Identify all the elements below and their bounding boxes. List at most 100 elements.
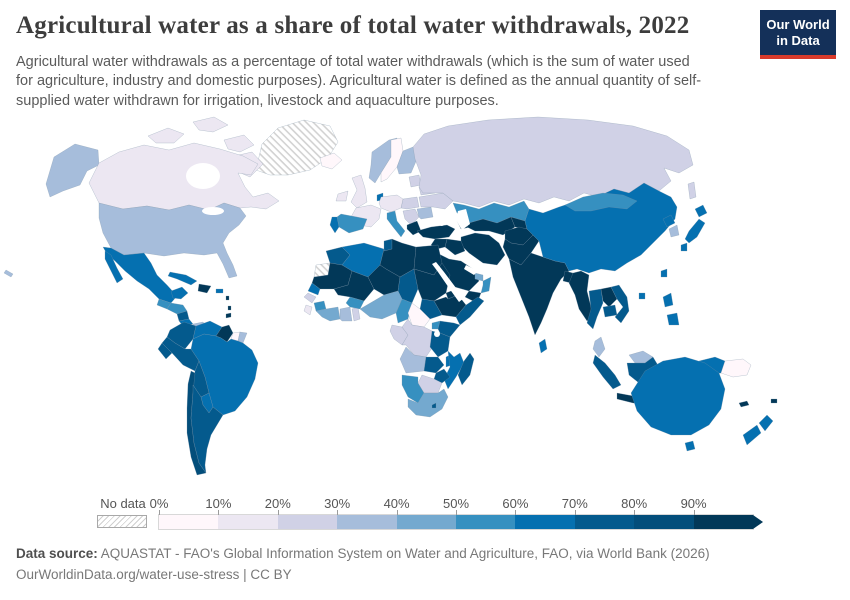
region-mongolia[interactable] [564, 192, 638, 212]
region-madagascar[interactable] [457, 352, 475, 386]
region-portugal[interactable] [329, 216, 340, 234]
region-canada[interactable] [147, 127, 185, 144]
region-italy[interactable] [386, 210, 406, 238]
legend-bin-90-100%[interactable] [693, 515, 753, 529]
region-taiwan[interactable] [660, 268, 668, 278]
region-united-kingdom[interactable] [350, 174, 368, 209]
region-hainan[interactable] [638, 292, 646, 300]
legend-tick-label-80%: 80% [621, 496, 648, 511]
legend-bin-40-50%[interactable] [396, 515, 456, 529]
region-japan[interactable] [694, 204, 708, 218]
legend-bin-80-90%[interactable] [634, 515, 694, 529]
legend-bin-0-10%[interactable] [159, 515, 219, 529]
legend-tick-mark [396, 510, 398, 515]
legend-bin-60-70%[interactable] [515, 515, 575, 529]
legend-bin-30-40%[interactable] [337, 515, 397, 529]
region-north-korea[interactable] [662, 214, 676, 228]
region-china[interactable] [524, 182, 678, 274]
region-argentina[interactable] [190, 384, 224, 474]
region-philippines[interactable] [662, 292, 674, 308]
region-australia[interactable] [630, 356, 726, 436]
region-papua-new-guinea[interactable] [720, 358, 752, 378]
region-sierra-leone[interactable] [303, 304, 313, 316]
owid-logo[interactable]: Our World in Data [760, 10, 836, 59]
region-canada[interactable] [192, 116, 229, 133]
region-burkina-faso[interactable] [345, 296, 365, 310]
region-laos[interactable] [600, 286, 618, 308]
region-ireland[interactable] [335, 190, 349, 202]
region-iceland[interactable] [319, 152, 343, 170]
region-iran[interactable] [460, 232, 506, 266]
region-tasmania[interactable] [684, 440, 696, 452]
region-poland[interactable] [400, 196, 420, 210]
region-trinidad[interactable] [225, 312, 232, 319]
region-togo-benin[interactable] [351, 306, 361, 322]
region-lesser-antilles[interactable] [225, 295, 230, 301]
region-malaysia[interactable] [592, 336, 606, 358]
region-ghana[interactable] [339, 306, 353, 322]
region-senegal[interactable] [307, 282, 321, 296]
license-line[interactable]: OurWorldinData.org/water-use-stress | CC… [16, 567, 292, 582]
region-japan[interactable] [684, 218, 706, 244]
page-title: Agricultural water as a share of total w… [16, 12, 690, 39]
region-lesser-antilles[interactable] [227, 305, 232, 311]
region-mexico[interactable] [104, 250, 124, 284]
region-mexico[interactable] [102, 246, 178, 304]
legend-tick-mark [159, 510, 160, 515]
region-cuba[interactable] [167, 271, 198, 286]
region-alaska[interactable] [45, 143, 100, 198]
region-puerto-rico[interactable] [215, 288, 224, 294]
region-greenland[interactable] [255, 119, 339, 176]
legend-bin-20-30%[interactable] [277, 515, 338, 529]
region-germany[interactable] [378, 194, 404, 213]
region-sumatra[interactable] [592, 354, 622, 390]
region-new-zealand[interactable] [742, 424, 762, 446]
region-sri-lanka[interactable] [538, 338, 548, 354]
region-oman[interactable] [480, 276, 492, 294]
region-lesotho[interactable] [431, 402, 437, 409]
region-balkans[interactable] [402, 208, 420, 226]
region-russia[interactable] [687, 181, 697, 200]
no-data-swatch[interactable] [97, 515, 147, 528]
region-india[interactable] [508, 252, 570, 336]
region-south-korea[interactable] [668, 224, 680, 238]
region-zambia[interactable] [423, 356, 445, 374]
region-cambodia[interactable] [602, 304, 618, 318]
region-south-africa[interactable] [407, 388, 449, 418]
world-map [3, 116, 778, 476]
region-drc[interactable] [401, 318, 435, 358]
region-south-sudan[interactable] [419, 298, 443, 320]
region-new-zealand[interactable] [758, 414, 774, 432]
lake-victoria [434, 331, 440, 337]
region-russia[interactable] [412, 116, 694, 208]
data-source-text: AQUASTAT - FAO's Global Information Syst… [97, 546, 710, 561]
region-ecuador[interactable] [157, 342, 173, 360]
hudson-bay [186, 163, 220, 189]
region-sweden[interactable] [380, 137, 404, 183]
region-canada[interactable] [223, 134, 255, 153]
region-pakistan[interactable] [502, 234, 540, 266]
region-hawaii[interactable] [3, 269, 14, 278]
region-mexico[interactable] [170, 286, 189, 300]
legend-bin-70-80%[interactable] [574, 515, 635, 529]
region-philippines[interactable] [666, 312, 680, 326]
data-source-label: Data source: [16, 546, 98, 561]
region-japan[interactable] [680, 242, 688, 252]
region-spain[interactable] [336, 213, 368, 234]
region-zimbabwe[interactable] [433, 368, 451, 384]
region-mozambique[interactable] [443, 350, 465, 390]
region-romania[interactable] [416, 206, 434, 220]
region-new-caledonia[interactable] [738, 400, 750, 408]
region-vietnam[interactable] [610, 284, 630, 324]
region-cote-divoire[interactable] [315, 306, 341, 322]
legend-bin-50-60%[interactable] [456, 515, 516, 529]
region-hispaniola[interactable] [197, 283, 212, 294]
region-fiji[interactable] [770, 398, 778, 404]
region-turkey[interactable] [416, 224, 456, 240]
region-uae-qatar[interactable] [474, 272, 484, 282]
legend-bin-10-20%[interactable] [218, 515, 278, 529]
legend-tick-mark [337, 510, 339, 515]
region-guinea-bissau[interactable] [303, 292, 317, 304]
region-somalia[interactable] [455, 296, 485, 326]
